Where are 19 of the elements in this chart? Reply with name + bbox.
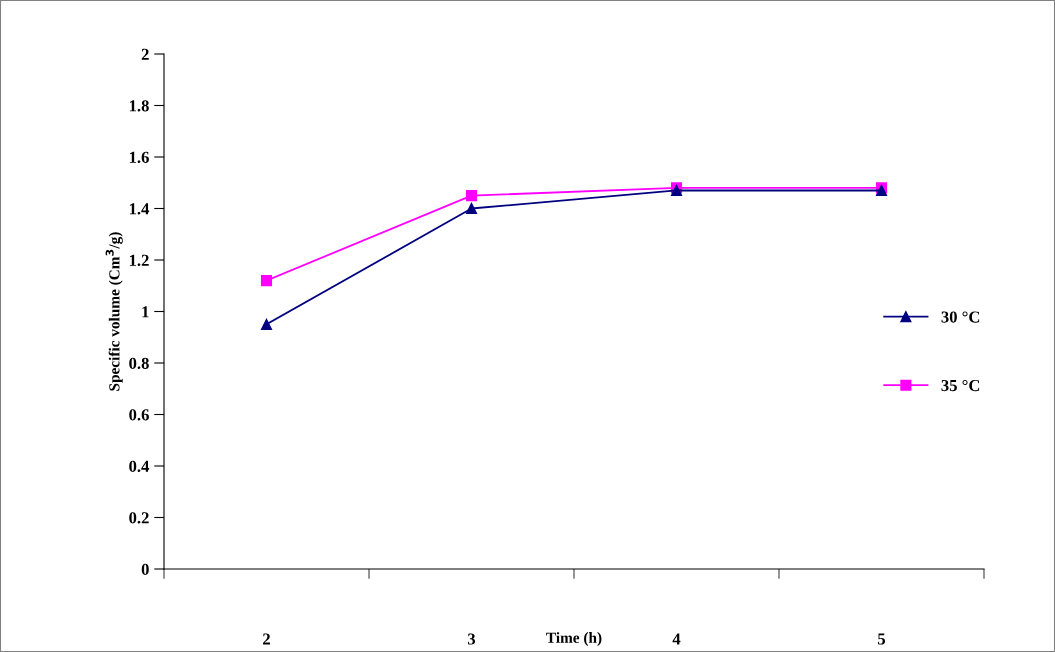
x-tick-label: 5 bbox=[878, 633, 886, 645]
x-axis-title: Time (h) bbox=[546, 632, 602, 646]
y-tick-label: 1.6 bbox=[129, 151, 149, 164]
y-tick-label: 0.6 bbox=[129, 409, 149, 421]
y-tick-label: 2 bbox=[141, 48, 149, 60]
y-tick-label: 0.4 bbox=[129, 460, 150, 473]
y-tick-label: 1 bbox=[142, 306, 149, 318]
x-tick-label: 3 bbox=[467, 633, 476, 645]
y-tick-label: 0.8 bbox=[129, 357, 149, 370]
y-tick-label: 1.2 bbox=[129, 254, 149, 267]
x-tick-label: 2 bbox=[263, 633, 270, 645]
legend-label: 35 °C bbox=[941, 379, 980, 392]
y-axis-title: Specific volume (Cm$^{3}$/g) bbox=[105, 232, 123, 391]
y-tick-label: 0.2 bbox=[129, 512, 149, 524]
legend-label: 30 °C bbox=[941, 311, 980, 323]
y-tick-label: 1.4 bbox=[129, 203, 150, 215]
x-tick-label: 4 bbox=[672, 633, 681, 645]
y-tick-label: 0 bbox=[141, 563, 149, 575]
y-tick-label: 1.8 bbox=[129, 100, 149, 112]
